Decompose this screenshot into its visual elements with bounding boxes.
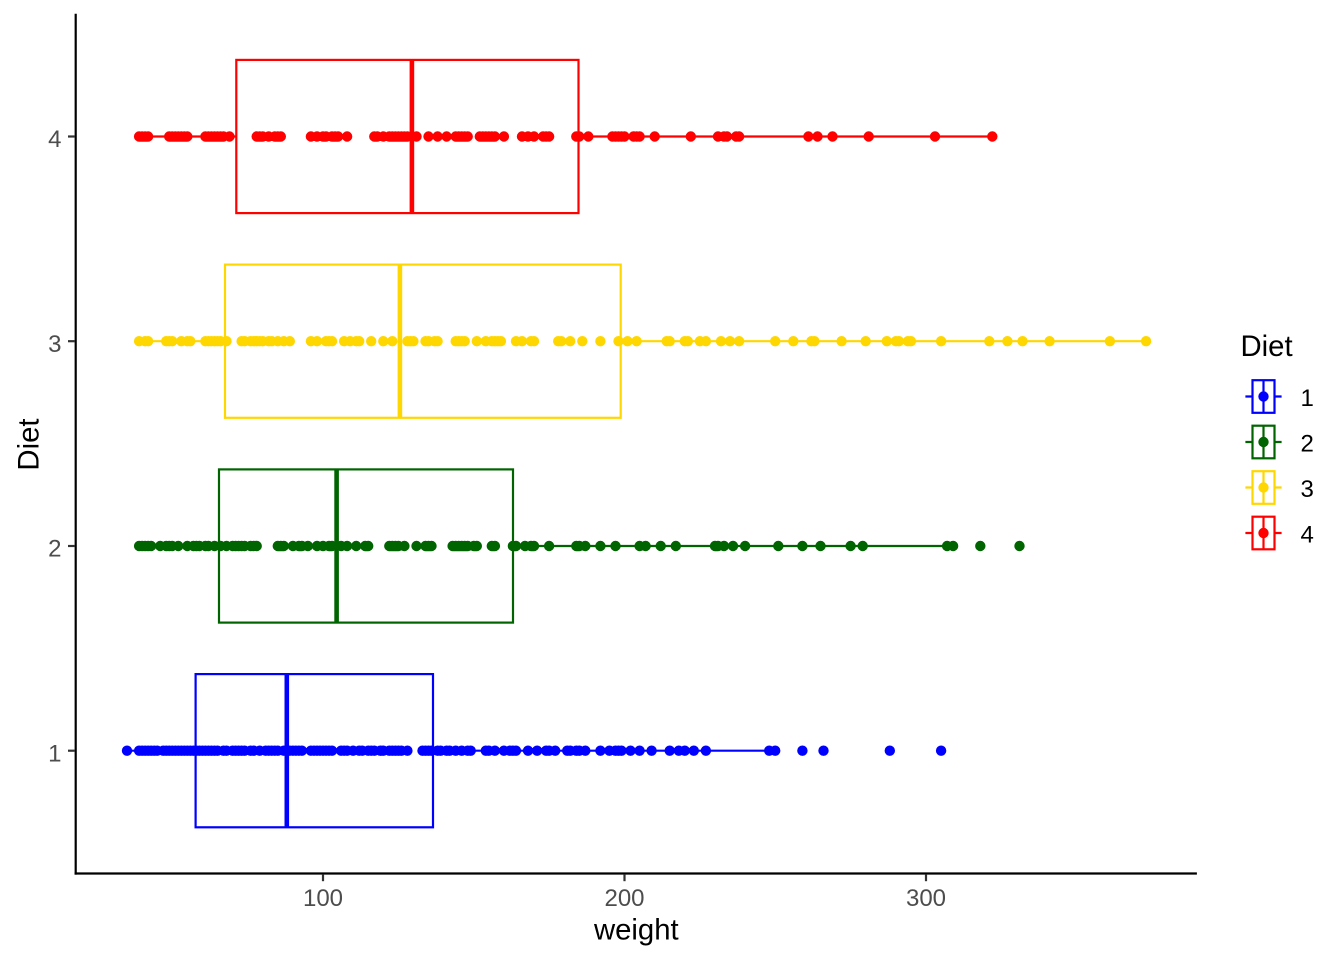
- svg-text:100: 100: [303, 885, 343, 912]
- svg-text:2: 2: [48, 536, 61, 563]
- svg-text:3: 3: [48, 331, 61, 358]
- svg-text:200: 200: [604, 885, 644, 912]
- svg-text:2: 2: [1301, 430, 1314, 457]
- svg-text:Diet: Diet: [12, 418, 45, 470]
- svg-text:300: 300: [906, 885, 946, 912]
- svg-text:Diet: Diet: [1241, 330, 1293, 363]
- svg-text:4: 4: [48, 126, 61, 153]
- svg-text:weight: weight: [593, 914, 679, 947]
- svg-text:1: 1: [1301, 385, 1314, 412]
- svg-text:1: 1: [48, 740, 61, 767]
- svg-text:3: 3: [1301, 476, 1314, 503]
- svg-text:4: 4: [1301, 521, 1314, 548]
